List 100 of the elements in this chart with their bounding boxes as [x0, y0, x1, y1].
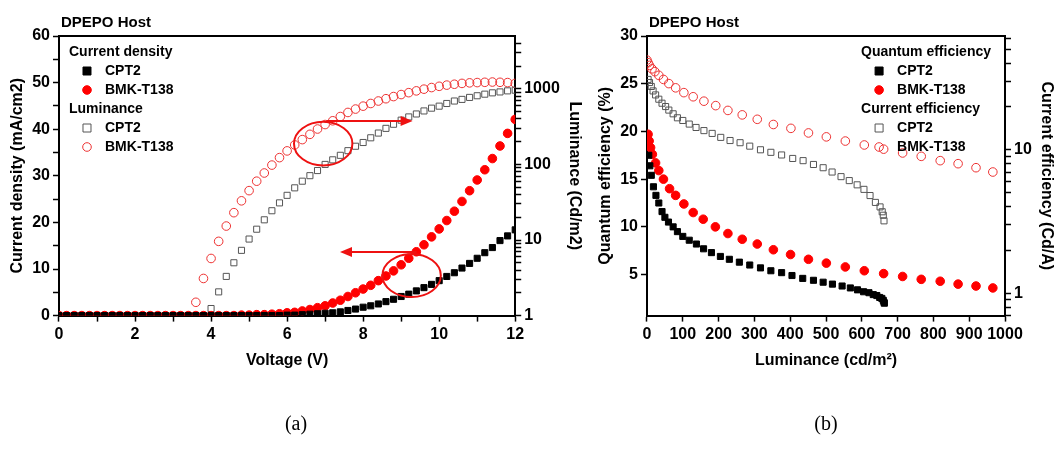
legend-label: BMK-T138: [897, 80, 966, 97]
point: [670, 83, 681, 93]
point: [441, 80, 452, 90]
point: [344, 147, 352, 155]
point: [679, 116, 687, 125]
legend-label: BMK-T138: [897, 137, 966, 154]
point: [685, 236, 693, 244]
point: [374, 129, 382, 137]
point: [329, 156, 337, 164]
point: [479, 77, 490, 88]
point: [859, 265, 870, 276]
y2-tick-label: 1: [524, 306, 534, 324]
point: [251, 176, 262, 186]
point: [652, 91, 660, 99]
y-tick-label: 20: [32, 212, 51, 230]
point: [652, 191, 660, 199]
point: [426, 82, 437, 93]
y2-tick-label: 1: [1014, 283, 1023, 301]
chart-title: DPEPO Host: [649, 12, 740, 30]
point: [756, 264, 765, 272]
point: [707, 249, 715, 257]
annotation: Current efficiency: [861, 99, 981, 116]
point: [752, 239, 763, 249]
point: [647, 151, 653, 159]
point: [388, 91, 399, 102]
point: [679, 87, 689, 98]
point: [495, 77, 505, 88]
point: [736, 139, 744, 147]
point: [649, 87, 657, 95]
point: [253, 225, 261, 233]
point: [819, 278, 827, 286]
point: [206, 253, 216, 264]
point: [359, 138, 367, 147]
point: [443, 99, 451, 108]
point: [466, 93, 474, 101]
point: [654, 70, 664, 81]
legend-label: BMK-T138: [105, 137, 174, 154]
point: [799, 274, 807, 282]
point: [336, 151, 344, 159]
point: [840, 136, 851, 146]
point: [846, 284, 854, 292]
point: [897, 271, 908, 282]
point: [260, 216, 268, 224]
point: [953, 279, 963, 289]
point: [488, 89, 496, 97]
point: [746, 142, 754, 150]
x-tick-label: 0: [642, 324, 652, 342]
point: [350, 104, 361, 114]
annotation: Current density: [69, 42, 173, 59]
point: [382, 124, 390, 132]
point: [879, 211, 887, 219]
point: [878, 208, 886, 216]
point: [700, 127, 708, 135]
point: [710, 222, 721, 232]
point: [768, 119, 779, 130]
point: [487, 77, 498, 87]
legend-label: CPT2: [897, 118, 934, 135]
point: [935, 276, 945, 287]
point: [320, 119, 330, 130]
x-tick-label: 12: [506, 324, 525, 342]
annotation: Quantum efficiency: [861, 42, 992, 59]
point: [282, 146, 292, 156]
point: [221, 221, 232, 231]
point: [767, 267, 775, 275]
point: [710, 100, 721, 111]
y-tick-label: 30: [32, 166, 51, 184]
point: [504, 87, 512, 95]
point: [708, 129, 716, 137]
point: [275, 199, 284, 207]
y2-tick-label: 10: [1014, 140, 1032, 158]
point: [496, 88, 504, 96]
point: [312, 124, 323, 134]
point: [419, 84, 429, 94]
point: [876, 203, 884, 211]
y-axis-title: Quantum efficiency (%): [596, 86, 614, 265]
point: [649, 183, 657, 191]
point: [837, 173, 845, 181]
y2-tick-label: 1000: [524, 79, 560, 97]
x-tick-label: 1000: [987, 324, 1023, 342]
point: [502, 77, 513, 88]
point: [449, 79, 460, 90]
point: [428, 104, 436, 112]
annotation: Luminance: [69, 99, 144, 116]
y-tick-label: 50: [32, 73, 51, 91]
text: (a): [283, 412, 309, 435]
point: [778, 269, 786, 277]
point: [723, 228, 733, 239]
point: [222, 272, 230, 280]
point: [756, 146, 765, 154]
point: [435, 102, 443, 110]
point: [688, 91, 698, 102]
legend-label: CPT2: [897, 61, 934, 78]
point: [845, 177, 853, 185]
point: [236, 196, 247, 206]
point: [692, 123, 700, 132]
point: [351, 142, 360, 150]
point: [698, 214, 708, 225]
x-tick-label: 0: [54, 324, 64, 342]
point: [420, 107, 428, 115]
point: [699, 96, 709, 106]
